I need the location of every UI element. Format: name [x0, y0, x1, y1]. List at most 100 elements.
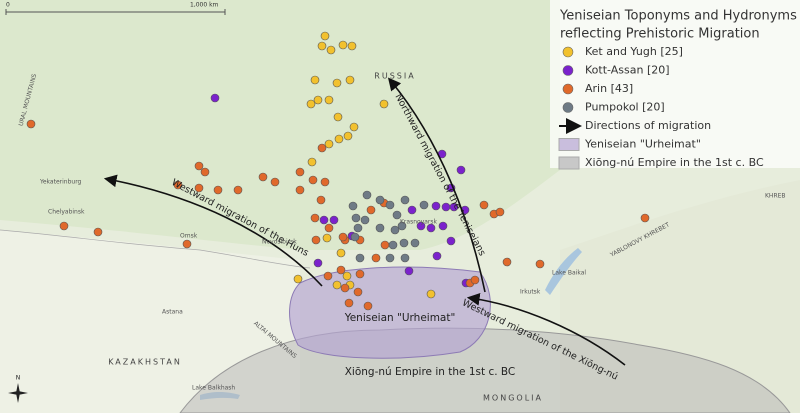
site-dot — [313, 95, 323, 105]
site-dot — [432, 251, 442, 261]
site-dot — [363, 301, 373, 311]
site-dot — [375, 195, 385, 205]
steppe — [0, 230, 300, 413]
site-dot — [390, 225, 400, 235]
site-dot — [320, 177, 330, 187]
site-dot — [329, 215, 339, 225]
site-dot — [416, 221, 426, 231]
area-label: Yeniseian "Urheimat" — [344, 312, 456, 324]
svg-text:N: N — [16, 375, 21, 382]
place-label: KHREB — [765, 193, 786, 200]
site-dot — [348, 201, 358, 211]
site-dot — [310, 75, 320, 85]
scale-label: 1,000 km — [190, 2, 219, 9]
country-label: MONGOLIA — [483, 394, 543, 403]
site-dot — [397, 221, 407, 231]
legend-label: Kott-Assan [20] — [585, 64, 670, 77]
site-dot — [640, 213, 650, 223]
site-dot — [535, 259, 545, 269]
site-dot — [320, 31, 330, 41]
site-dot — [362, 190, 372, 200]
site-dot — [400, 253, 410, 263]
legend-title: reflecting Prehistoric Migration — [560, 27, 760, 42]
site-dot — [388, 240, 398, 250]
site-dot — [366, 205, 376, 215]
place-label: Astana — [162, 309, 183, 316]
site-dot — [316, 195, 326, 205]
site-dot — [336, 248, 346, 258]
site-dot — [332, 78, 342, 88]
site-dot — [404, 266, 414, 276]
site-dot — [194, 161, 204, 171]
legend-swatch — [562, 102, 574, 113]
site-dot — [431, 201, 441, 211]
site-dot — [319, 215, 329, 225]
place-label: Yekaterinburg — [39, 179, 82, 186]
site-dot — [310, 213, 320, 223]
legend-label: Xiōng-nú Empire in the 1st c. BC — [585, 156, 764, 169]
legend-swatch — [558, 138, 580, 151]
site-dot — [323, 271, 333, 281]
legend-swatch — [562, 46, 574, 58]
legend-swatch — [562, 83, 574, 95]
site-dot — [340, 283, 350, 293]
site-dot — [355, 269, 365, 279]
site-dot — [333, 112, 343, 122]
site-dot — [350, 232, 360, 242]
site-dot — [399, 238, 409, 248]
site-dot — [410, 238, 420, 248]
place-label: Krasnoyarsk — [400, 219, 437, 226]
site-dot — [293, 274, 303, 284]
site-dot — [400, 195, 410, 205]
country-label: RUSSIA — [374, 72, 415, 81]
site-dot — [371, 253, 381, 263]
site-dot — [379, 99, 389, 109]
site-dot — [270, 177, 280, 187]
site-dot — [355, 253, 365, 263]
site-dot — [182, 239, 192, 249]
legend-swatch — [558, 156, 580, 170]
country-label: KAZAKHSTAN — [108, 358, 182, 367]
site-dot — [345, 75, 355, 85]
site-dot — [353, 287, 363, 297]
site-dot — [441, 202, 451, 212]
site-dot — [324, 139, 334, 149]
site-dot — [353, 223, 363, 233]
legend-label: Directions of migration — [585, 119, 711, 132]
site-dot — [295, 167, 305, 177]
site-dot — [334, 134, 344, 144]
site-dot — [419, 200, 429, 210]
site-dot — [194, 183, 204, 193]
site-dot — [385, 253, 395, 263]
place-label: Lake Balkhash — [192, 385, 235, 392]
site-dot — [213, 185, 223, 195]
legend-title: Yeniseian Toponyms and Hydronyms — [559, 9, 797, 24]
forest — [0, 0, 560, 250]
site-dot — [258, 172, 268, 182]
site-dot — [59, 221, 69, 231]
site-dot — [326, 45, 336, 55]
site-dot — [308, 175, 318, 185]
site-dot — [317, 41, 327, 51]
site-dot — [295, 185, 305, 195]
legend-label: Yeniseian "Urheimat" — [584, 138, 701, 151]
site-dot — [338, 232, 348, 242]
site-dot — [306, 99, 316, 109]
site-dot — [313, 258, 323, 268]
site-dot — [324, 223, 334, 233]
site-dot — [407, 205, 417, 215]
arrow-xiongnu — [466, 292, 626, 366]
site-dot — [456, 165, 466, 175]
site-dot — [347, 41, 357, 51]
urheimat-area — [289, 266, 491, 359]
legend-label: Pumpokol [20] — [585, 101, 665, 114]
site-dot — [438, 221, 448, 231]
area-label: Xiōng-nú Empire in the 1st c. BC — [345, 366, 516, 378]
site-dot — [479, 200, 489, 210]
place-label: Omsk — [180, 233, 198, 240]
site-dot — [392, 210, 402, 220]
place-label: Chelyabinsk — [48, 209, 85, 216]
site-dot — [375, 223, 385, 233]
site-dot — [344, 298, 354, 308]
